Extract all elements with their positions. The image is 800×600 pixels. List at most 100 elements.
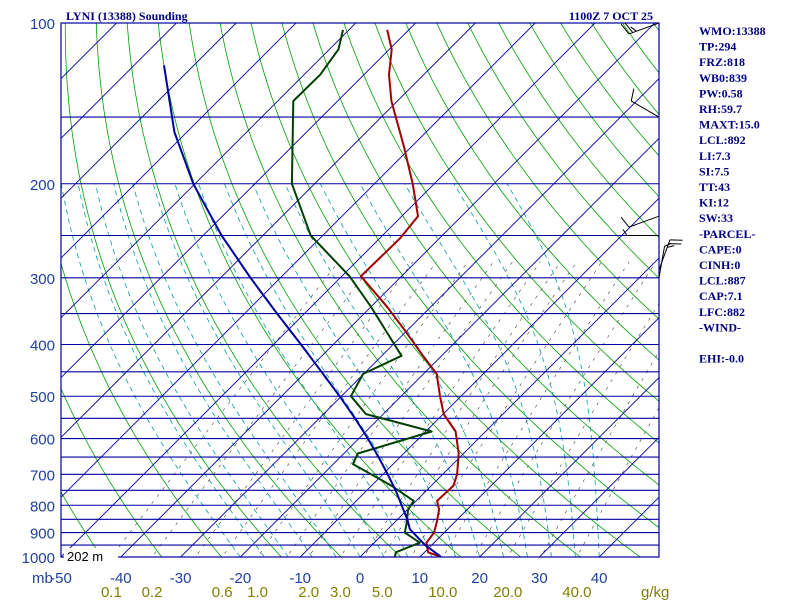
isotherm — [179, 77, 659, 557]
mixing-ratio-unit-label: g/kg — [641, 584, 669, 600]
dry-adiabat — [281, 23, 659, 529]
mixing-ratio-line — [410, 261, 602, 557]
wind-barb-flag — [667, 245, 675, 248]
temperature-tick-label: -20 — [230, 570, 252, 587]
index-line: -PARCEL- — [699, 227, 755, 241]
mixing-ratio-line — [507, 303, 659, 557]
pressure-tick-label: 900 — [30, 526, 55, 543]
dry-adiabat — [219, 23, 582, 557]
dry-adiabat — [737, 11, 800, 568]
pressure-tick-label: 600 — [30, 432, 55, 449]
index-line: EHI:-0.0 — [699, 352, 744, 366]
wind-barb-flag — [630, 26, 637, 32]
dry-adiabat — [61, 261, 223, 557]
pressure-tick-label: 200 — [30, 177, 55, 194]
moist-adiabat — [113, 183, 313, 557]
mixing-ratio-tick-label: 0.2 — [142, 584, 163, 600]
index-line: SI:7.5 — [699, 164, 729, 178]
index-line: WMO:13388 — [699, 24, 766, 38]
dry-adiabat — [95, 23, 342, 557]
temperature-tick-label: 30 — [531, 570, 548, 587]
mixing-ratio-line — [257, 261, 469, 557]
temperature-tick-label: -50 — [50, 570, 72, 587]
moist-adiabat — [95, 183, 289, 557]
mixing-ratio-tick-label: 2.0 — [298, 584, 319, 600]
isotherm — [61, 23, 118, 80]
surface-height-label: 202 m — [67, 549, 103, 564]
temperature-tick-label: 10 — [411, 570, 428, 587]
isotherm — [61, 23, 237, 199]
isotherm — [61, 23, 477, 439]
mixing-ratio-tick-label: 20.0 — [493, 584, 522, 600]
pressure-tick-label: 400 — [30, 338, 55, 355]
index-line: LI:7.3 — [699, 149, 731, 163]
mixing-ratio-line — [308, 261, 513, 557]
dry-adiabat — [157, 23, 462, 557]
mixing-ratio-line — [151, 261, 375, 557]
moist-adiabat — [61, 183, 241, 557]
skewt-grid — [0, 0, 800, 579]
index-line: WB0:839 — [699, 71, 747, 85]
mixing-ratio-tick-label: 0.1 — [101, 584, 122, 600]
sounding-traces — [163, 29, 460, 557]
mixing-ratio-line — [363, 261, 561, 557]
temperature-tick-label: -40 — [110, 570, 132, 587]
temperature-tick-label: 40 — [591, 570, 608, 587]
index-line: KI:12 — [699, 196, 729, 210]
isotherm — [0, 0, 21, 579]
wind-barb — [620, 215, 660, 228]
surface-label-bg — [64, 548, 118, 564]
mixing-ratio-tick-label: 0.6 — [212, 584, 233, 600]
pressure-tick-label: 300 — [30, 271, 55, 288]
time-label: 1100Z 7 OCT 25 — [569, 9, 653, 23]
index-line: LFC:882 — [699, 305, 745, 319]
pressure-tick-label: 800 — [30, 498, 55, 515]
wind-barb — [622, 229, 659, 236]
wind-barb-staff — [658, 246, 666, 278]
dry-adiabat — [405, 23, 659, 361]
dry-adiabat — [343, 23, 659, 444]
pressure-tick-label: 700 — [30, 467, 55, 484]
dry-adiabat — [312, 23, 659, 486]
isotherm — [61, 23, 536, 498]
mixing-ratio-line — [381, 261, 577, 557]
isotherm — [61, 23, 417, 379]
dry-adiabat — [126, 23, 402, 557]
pressure-unit-label: mb — [32, 570, 53, 587]
isotherm — [478, 376, 659, 557]
temperature-trace — [359, 29, 460, 557]
wind-barb-staff — [628, 22, 660, 35]
wind-barb — [630, 88, 660, 118]
pressure-tick-label: 500 — [30, 389, 55, 406]
dry-adiabat — [374, 23, 659, 402]
isotherm — [598, 496, 659, 557]
index-line: LCL:892 — [699, 133, 746, 147]
mixing-ratio-tick-labels: 0.1 0.2 0.6 1.0 2.0 3.0 5.0 10.0 20.0 40.0 — [101, 584, 592, 600]
pressure-tick-labels: 100 200 300 400 500 600 700 800 900 1000 — [22, 16, 55, 567]
wind-barbs — [620, 22, 683, 278]
dry-adiabat — [64, 23, 282, 557]
pressure-tick-label: 1000 — [22, 550, 55, 567]
moist-adiabat — [198, 183, 409, 557]
wind-barb-staff — [631, 100, 660, 118]
temperature-tick-label: -30 — [170, 570, 192, 587]
temperature-tick-labels: -50 -40 -30 -20 -10 0 10 20 30 40 — [50, 570, 607, 587]
moist-adiabat — [152, 183, 361, 557]
dry-adiabat — [188, 23, 522, 557]
temperature-tick-label: -10 — [289, 570, 311, 587]
dry-adiabat — [250, 23, 641, 557]
isotherm — [359, 257, 659, 557]
index-line: LCL:887 — [699, 274, 746, 288]
wind-barb-flag — [620, 216, 630, 228]
wind-barb-flag — [664, 242, 672, 247]
isotherm — [61, 23, 178, 140]
moist-adiabat — [506, 183, 600, 557]
dry-adiabat — [61, 491, 103, 557]
plot-frame — [60, 22, 660, 558]
dry-adiabat — [767, 11, 800, 568]
mixing-ratio-line — [442, 261, 630, 557]
index-line: CINH:0 — [699, 258, 740, 272]
wind-barb — [658, 242, 672, 278]
